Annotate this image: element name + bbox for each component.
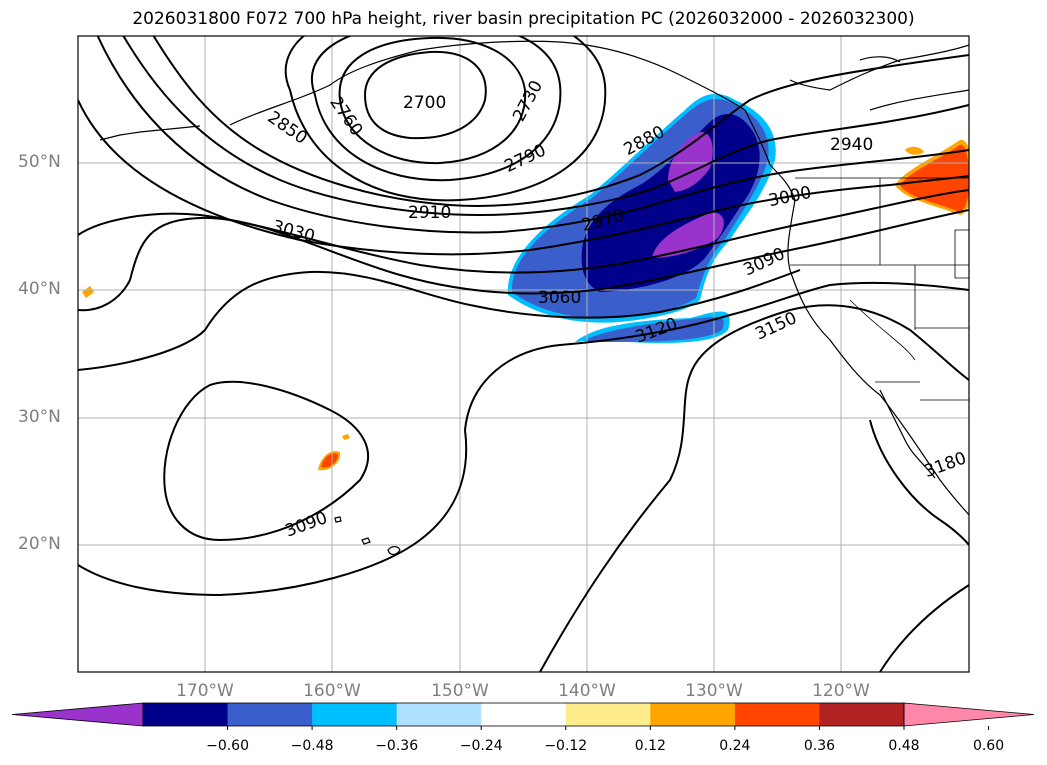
colorbar-tick-label: 0.60 xyxy=(972,738,1005,754)
lon-label: 140°W xyxy=(558,681,616,701)
contour-label: 3060 xyxy=(538,288,581,308)
contour-label: 3030 xyxy=(270,217,317,248)
colorbar-tick-label: 0.36 xyxy=(803,738,836,754)
graticule xyxy=(78,36,969,672)
height-contours xyxy=(78,36,969,672)
colorbar-swatch xyxy=(734,703,820,726)
colorbar-swatch xyxy=(312,703,398,726)
colorbar-tick-label: −0.60 xyxy=(206,738,249,754)
lon-label: 160°W xyxy=(303,681,361,701)
lat-label: 30°N xyxy=(18,407,61,427)
colorbar-tick-label: −0.24 xyxy=(459,738,503,754)
colorbar-tick-label: −0.36 xyxy=(375,738,419,754)
lat-label: 40°N xyxy=(18,279,61,299)
contour-label: 2850 xyxy=(264,107,311,148)
contour-label: 2730 xyxy=(509,77,547,125)
contour-label: 3000 xyxy=(767,183,813,212)
lon-label: 150°W xyxy=(431,681,489,701)
lat-label: 20°N xyxy=(18,534,61,554)
contour-label: 3090 xyxy=(741,244,789,280)
colorbar-extend-low xyxy=(11,702,144,727)
colorbar-tick-label: −0.12 xyxy=(544,738,588,754)
colorbar-swatch xyxy=(481,703,567,726)
colorbar-tick-label: 0.24 xyxy=(719,738,751,754)
colorbar-tick-label: −0.48 xyxy=(290,738,334,754)
lon-label: 170°W xyxy=(176,681,234,701)
coastlines xyxy=(99,40,969,556)
colorbar-outline xyxy=(142,702,905,727)
lat-label: 50°N xyxy=(18,152,61,172)
contour-label: 2700 xyxy=(403,93,446,113)
colorbar-swatch xyxy=(650,703,736,726)
contour-label: 2940 xyxy=(830,135,873,155)
lon-label: 120°W xyxy=(812,681,870,701)
colorbar xyxy=(11,702,1035,730)
colorbar-extend-high xyxy=(903,702,1035,727)
contour-label: 3180 xyxy=(922,448,969,482)
colorbar-swatch xyxy=(819,703,905,726)
colorbar-swatch xyxy=(396,703,482,726)
map-frame xyxy=(77,35,970,673)
contour-label: 3090 xyxy=(283,508,330,542)
precip-anomaly-positive xyxy=(82,139,969,471)
contour-label: 2910 xyxy=(408,203,451,223)
colorbar-swatch xyxy=(565,703,651,726)
colorbar-tick-label: 0.48 xyxy=(888,738,920,754)
colorbar-swatch xyxy=(143,703,229,726)
colorbar-swatch xyxy=(227,703,313,726)
colorbar-tick-label: 0.12 xyxy=(634,738,666,754)
contour-label: 2790 xyxy=(501,140,549,176)
lon-label: 130°W xyxy=(685,681,743,701)
map-title: 2026031800 F072 700 hPa height, river ba… xyxy=(132,9,915,29)
